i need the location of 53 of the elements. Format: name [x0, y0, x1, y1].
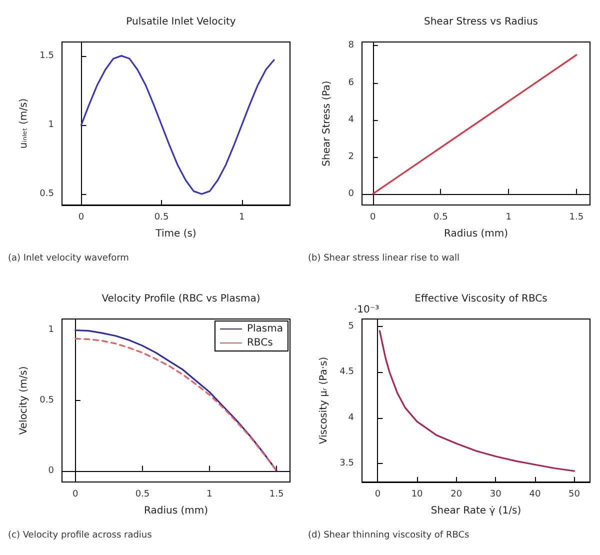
chart-title: Shear Stress vs Radius — [424, 16, 538, 28]
x-axis-title: Radius (mm) — [444, 228, 508, 240]
y-tick-label: 0.5 — [40, 188, 54, 199]
chart-title: Effective Viscosity of RBCs — [414, 294, 548, 304]
text: (a) Inlet velocity waveform — [8, 254, 129, 264]
y-tick-label: 0.5 — [40, 396, 54, 406]
line-series — [80, 55, 275, 195]
x-tick-label: 1 — [206, 490, 212, 500]
y-axis-title: Viscosity μᵣ (Pa·s) — [318, 356, 330, 444]
y-tick-label: 4 — [348, 412, 354, 423]
x-tick-label: 0 — [370, 212, 376, 222]
x-tick-label: 30 — [490, 490, 502, 500]
legend-label: RBCs — [246, 338, 273, 348]
x-tick-label: 0.5 — [154, 212, 169, 222]
y-axis-title: Shear Stress (Pa) — [322, 80, 332, 166]
chart-title: Pulsatile Inlet Velocity — [126, 16, 236, 28]
x-tick-label: 1.5 — [269, 490, 284, 500]
y-tick-label: 3.5 — [340, 458, 354, 469]
x-tick-label: 1 — [506, 212, 512, 222]
x-tick-label: 20 — [450, 490, 462, 500]
x-tick-label: 1 — [238, 212, 245, 222]
chart-title: Velocity Profile (RBC vs Plasma) — [102, 294, 260, 304]
x-tick-label: 0 — [374, 490, 381, 500]
x-axis-title: Time (s) — [154, 228, 196, 240]
y-tick-label: 4 — [348, 114, 354, 125]
line-series — [378, 330, 576, 472]
x-axis-title: Shear Rate γ̇ (1/s) — [430, 506, 522, 516]
y-tick-label: 0 — [48, 466, 54, 476]
x-tick-label: 1.5 — [569, 212, 584, 222]
x-tick-label: 50 — [568, 490, 580, 500]
y-tick-label: 0 — [348, 188, 354, 199]
text: (b) Shear stress linear rise to wall — [308, 254, 460, 264]
x-tick-label: 0 — [78, 212, 84, 222]
y-tick-label: 1 — [48, 325, 54, 336]
x-tick-label: 0 — [72, 490, 79, 500]
y-tick-label: 1 — [48, 120, 54, 130]
x-tick-label: 0.5 — [434, 212, 448, 222]
legend-label: Plasma — [246, 324, 283, 334]
x-tick-label: 10 — [411, 490, 424, 500]
text: ·10⁻³ — [354, 304, 380, 316]
y-tick-label: 6 — [348, 78, 354, 88]
y-tick-label: 2 — [348, 152, 354, 162]
y-axis-title: uᵢₙₗₑₜ (m/s) — [18, 98, 30, 149]
x-tick-label: 0.5 — [135, 490, 150, 500]
y-tick-label: 1.5 — [40, 50, 54, 61]
y-tick-label: 8 — [348, 40, 354, 51]
y-axis-title: Velocity (m/s) — [18, 366, 30, 435]
y-tick-label: 5 — [348, 321, 354, 332]
x-axis-title: Radius (mm) — [144, 506, 208, 516]
text: (c) Velocity profile across radius — [8, 530, 152, 540]
y-tick-label: 4.5 — [340, 367, 354, 378]
text: (d) Shear thinning viscosity of RBCs — [308, 530, 470, 540]
x-tick-label: 40 — [529, 490, 541, 500]
